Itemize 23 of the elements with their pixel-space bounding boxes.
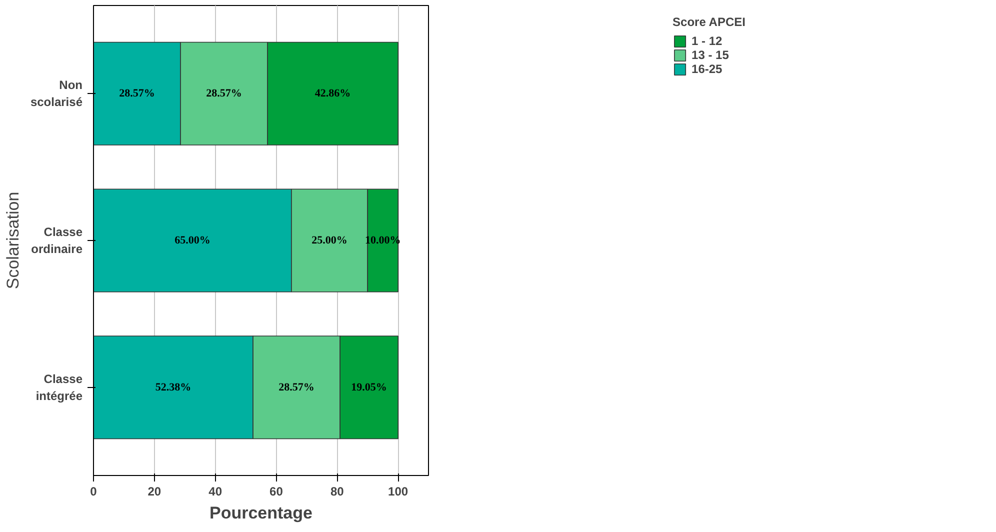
x-tick-label: 20 (148, 484, 162, 498)
legend-label: 13 - 15 (692, 48, 729, 62)
legend-title: Score APCEI (672, 15, 746, 29)
y-tick-label: Classe intégrée (36, 372, 83, 403)
legend-label: 1 - 12 (692, 34, 722, 48)
data-label: 19.05% (351, 381, 387, 394)
x-tick-label: 100 (388, 484, 408, 498)
data-label: 28.57% (278, 381, 314, 394)
data-label: 42.86% (314, 88, 351, 100)
y-axis-title: Scolarisation (3, 192, 22, 290)
x-tick-label: 80 (330, 484, 344, 498)
x-tick-label: 40 (208, 484, 222, 498)
x-axis-title: Pourcentage (210, 504, 312, 522)
y-tick-label: Non scolarisé (30, 78, 83, 110)
x-tick-label: 0 (90, 484, 98, 498)
data-label: 52.38% (155, 381, 192, 394)
legend-label: 16-25 (692, 62, 722, 76)
data-label: 28.57% (119, 88, 155, 100)
y-tick-label: Classe ordinaire (31, 225, 83, 256)
data-label: 28.57% (206, 88, 242, 100)
data-label: 65.00% (174, 234, 210, 246)
data-label: 25.00% (312, 234, 348, 246)
x-tick-label: 60 (270, 484, 284, 498)
